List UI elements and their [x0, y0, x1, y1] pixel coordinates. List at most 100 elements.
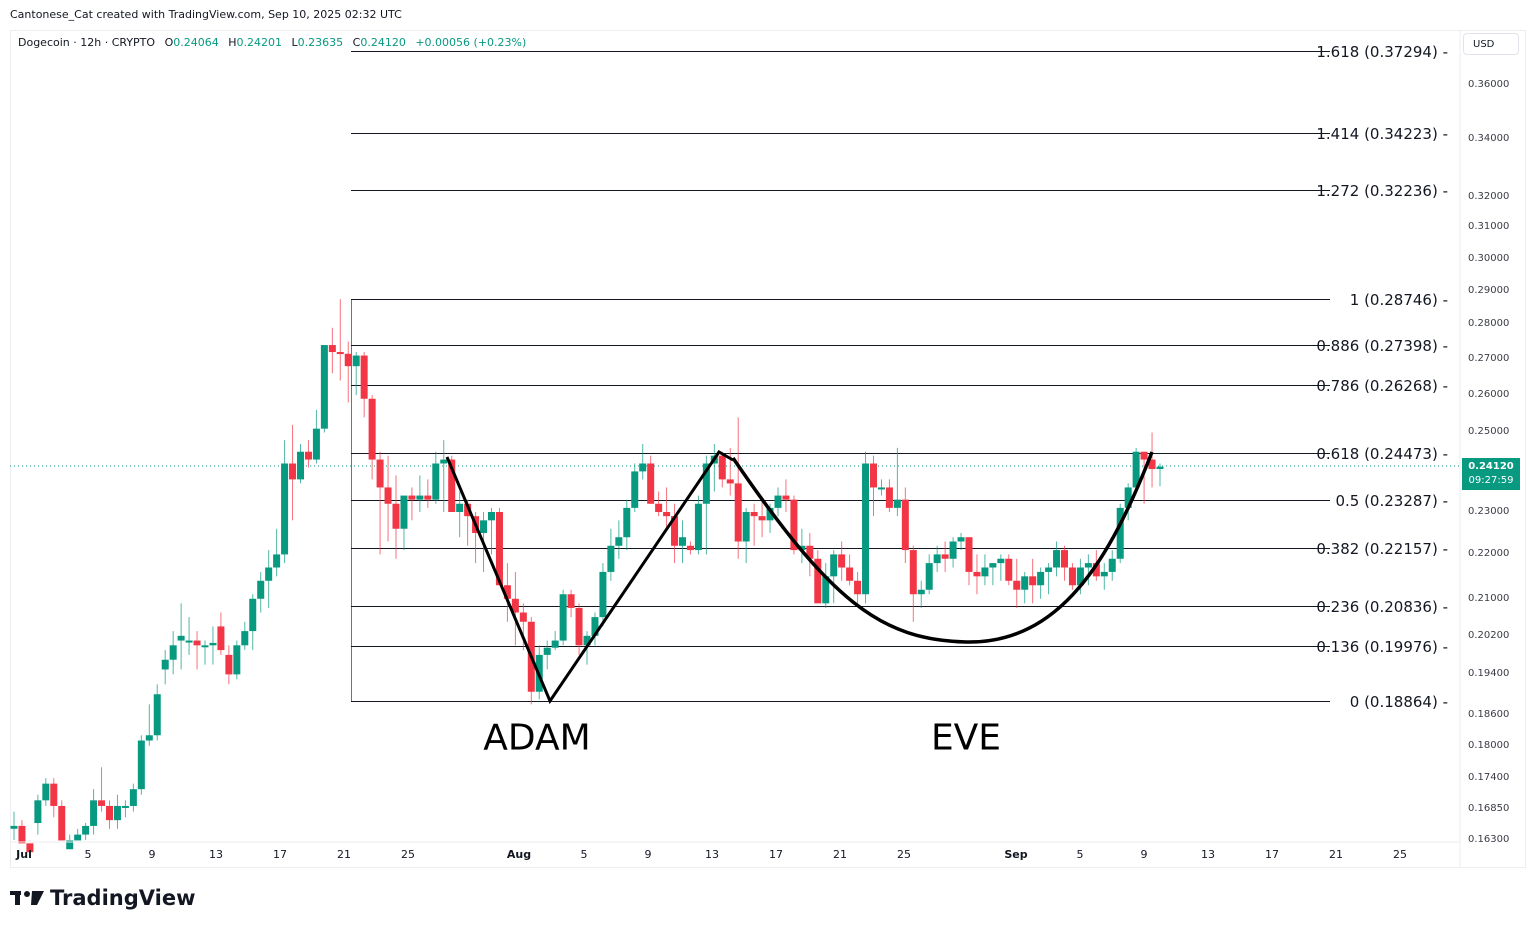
candle: [1029, 558, 1037, 604]
candle: [933, 545, 941, 572]
symbol-name: Dogecoin · 12h · CRYPTO: [18, 36, 156, 49]
candle: [909, 545, 917, 622]
candle: [161, 650, 169, 685]
candle: [885, 479, 893, 513]
candle: [137, 735, 145, 795]
fib-label: 0.236 (0.20836) -: [1316, 597, 1448, 616]
candle: [10, 811, 18, 840]
candle: [304, 440, 312, 468]
fib-label: 1.272 (0.32236) -: [1316, 181, 1448, 200]
time-tick: 25: [401, 848, 415, 861]
candle: [98, 767, 106, 812]
eve-label: EVE: [930, 717, 1002, 759]
symbol-legend[interactable]: Dogecoin · 12h · CRYPTO O0.24064 H0.2420…: [18, 36, 527, 49]
candle: [973, 554, 981, 595]
tradingview-logo[interactable]: TradingView: [10, 886, 195, 910]
candle: [575, 603, 583, 655]
currency-selector[interactable]: USD: [1463, 33, 1519, 55]
fib-label: 0.618 (0.24473) -: [1316, 444, 1448, 463]
candle: [249, 594, 257, 651]
candle: [758, 499, 766, 538]
candle: [893, 447, 901, 517]
time-tick: 9: [644, 848, 652, 861]
candle: [607, 528, 615, 581]
candle: [1084, 554, 1092, 586]
candle: [336, 299, 344, 381]
price-tick: 0.29000: [1468, 284, 1510, 296]
candle: [750, 503, 758, 546]
price-tick: 0.16300: [1468, 834, 1510, 846]
candle: [201, 640, 209, 665]
fib-label: 0.786 (0.26268) -: [1316, 376, 1448, 395]
last-price-tag: 0.24120 09:27:59: [1462, 458, 1520, 490]
candle: [34, 794, 42, 835]
candle: [782, 479, 790, 513]
time-tick: 25: [897, 848, 911, 861]
candle: [957, 532, 965, 551]
candle: [169, 631, 177, 675]
candle: [822, 563, 830, 608]
candle: [328, 327, 336, 374]
price-tick: 0.20200: [1468, 629, 1510, 641]
candle: [344, 341, 352, 403]
candle: [710, 443, 718, 492]
candle: [901, 487, 909, 564]
high-value: 0.24201: [236, 36, 283, 49]
candle: [193, 631, 201, 670]
candle: [488, 507, 495, 555]
candle: [74, 828, 82, 841]
candle: [734, 417, 742, 559]
time-tick: 13: [705, 848, 719, 861]
candle: [671, 503, 679, 564]
fib-label: 0 (0.18864) -: [1349, 692, 1448, 711]
candle: [862, 451, 870, 604]
adam-pattern-line[interactable]: [445, 450, 734, 705]
time-tick: 5: [580, 848, 588, 861]
candle: [925, 554, 933, 595]
candle: [265, 550, 273, 608]
candle: [289, 424, 297, 521]
candle: [424, 479, 432, 508]
time-tick: Aug: [506, 848, 532, 861]
candle: [1068, 563, 1076, 590]
time-tick: 25: [1393, 848, 1407, 861]
candle: [432, 451, 440, 504]
candle: [153, 684, 161, 741]
candle: [1005, 554, 1013, 586]
candle: [1037, 567, 1045, 599]
candle: [121, 800, 129, 818]
candle: [352, 352, 360, 396]
time-tick: 13: [209, 848, 223, 861]
last-price-value: 0.24120: [1468, 461, 1514, 472]
candle: [503, 563, 511, 622]
price-tick: 0.31000: [1468, 221, 1510, 233]
chart-credit: Cantonese_Cat created with TradingView.c…: [10, 8, 402, 21]
candle: [917, 580, 925, 608]
candle: [742, 507, 750, 564]
candle: [273, 528, 281, 577]
eve-pattern-curve[interactable]: [731, 451, 1154, 644]
candle: [1156, 463, 1164, 487]
candle: [66, 834, 74, 850]
candle: [376, 451, 384, 555]
candle: [989, 563, 997, 586]
candle: [567, 589, 575, 618]
tradingview-logo-icon: [10, 891, 44, 905]
candle: [543, 640, 551, 670]
candle: [1021, 571, 1029, 604]
candle: [177, 603, 185, 670]
fibonacci-lines[interactable]: [351, 51, 1330, 702]
price-tick: 0.30000: [1468, 252, 1510, 264]
fib-label: 0.886 (0.27398) -: [1316, 336, 1448, 355]
fib-label: 1.618 (0.37294) -: [1316, 42, 1448, 61]
candle: [615, 520, 623, 559]
candle: [877, 479, 885, 496]
candle: [456, 491, 464, 538]
change-value: +0.00056 (+0.23%): [415, 36, 527, 49]
chart-frame: [10, 30, 1526, 868]
candle: [408, 487, 416, 521]
fib-label: 0.136 (0.19976) -: [1316, 637, 1448, 656]
candle: [551, 631, 559, 651]
adam-label: ADAM: [483, 717, 591, 759]
